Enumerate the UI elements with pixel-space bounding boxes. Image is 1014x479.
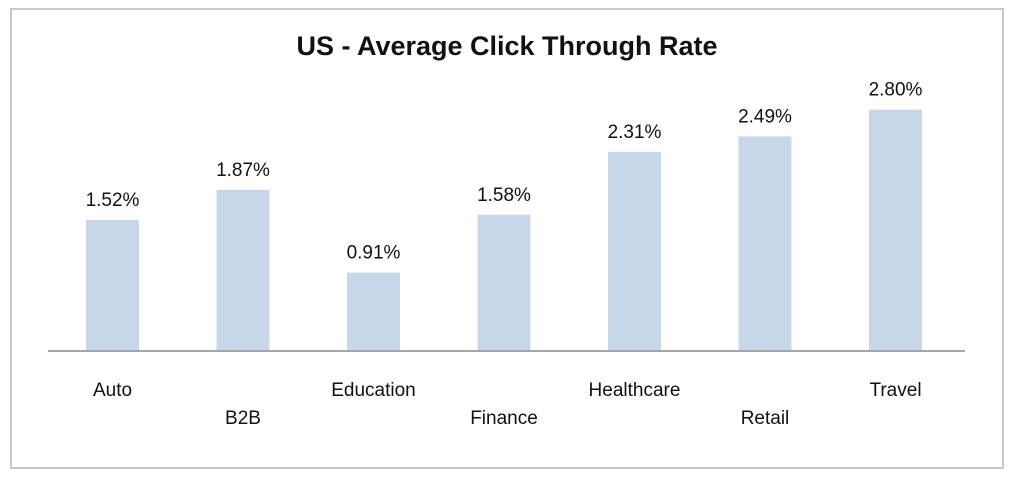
bar-healthcare bbox=[608, 151, 661, 351]
bar-b2b bbox=[216, 189, 270, 351]
category-label-travel: Travel bbox=[869, 380, 921, 401]
bar-finance bbox=[477, 214, 531, 351]
bar-education bbox=[347, 272, 400, 351]
category-labels-group: Auto B2B Education Finance Healthcare Retail T… bbox=[93, 380, 922, 429]
value-label-b2b: 1.87% bbox=[216, 160, 270, 181]
bar-travel bbox=[869, 109, 922, 351]
category-label-finance: Finance bbox=[470, 408, 538, 429]
category-label-healthcare: Healthcare bbox=[589, 380, 681, 401]
bars-group bbox=[86, 109, 922, 351]
category-label-auto: Auto bbox=[93, 380, 132, 401]
bar-auto bbox=[86, 220, 139, 351]
bar-retail bbox=[738, 136, 792, 351]
category-label-retail: Retail bbox=[741, 408, 790, 429]
chart-title: US - Average Click Through Rate bbox=[296, 31, 717, 61]
value-label-retail: 2.49% bbox=[738, 106, 792, 127]
value-label-travel: 2.80% bbox=[869, 80, 923, 101]
value-label-healthcare: 2.31% bbox=[608, 122, 662, 143]
value-label-finance: 1.58% bbox=[477, 185, 531, 206]
value-label-education: 0.91% bbox=[347, 243, 401, 264]
value-label-auto: 1.52% bbox=[86, 190, 140, 211]
category-label-b2b: B2B bbox=[225, 408, 261, 429]
category-label-education: Education bbox=[331, 380, 416, 401]
value-labels-group: 1.52% 1.87% 0.91% 1.58% 2.31% 2.49% 2.80% bbox=[86, 80, 923, 264]
